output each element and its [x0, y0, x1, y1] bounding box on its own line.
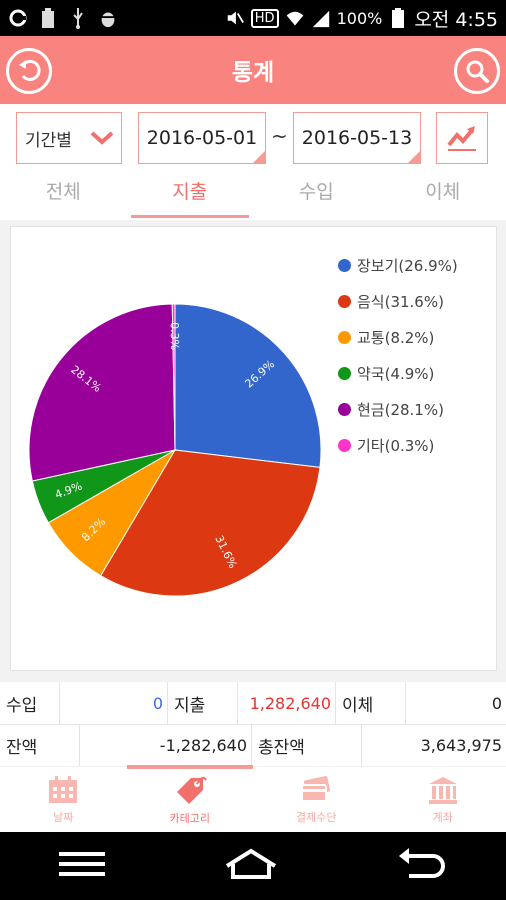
back-system-icon: [399, 848, 445, 878]
line-chart-icon: [447, 126, 476, 151]
legend-item-2: 교통(8.2%): [338, 319, 458, 355]
nav-payment[interactable]: 결제수단: [253, 767, 380, 832]
pie-slice-4[interactable]: [28, 303, 176, 482]
legend-item-1: 음식(31.6%): [338, 283, 458, 319]
calendar-icon: [49, 775, 78, 803]
transfer-label: 이체: [336, 682, 406, 724]
corner-marker: [408, 151, 420, 163]
back-button[interactable]: [6, 48, 52, 94]
tab-income[interactable]: 수입: [298, 181, 334, 203]
balance-label: 잔액: [0, 725, 80, 766]
corner-marker: [253, 151, 265, 163]
legend-label: 기타(0.3%): [357, 436, 435, 455]
notification-g-icon: [8, 7, 28, 29]
search-icon: [466, 60, 489, 83]
date-separator: ~: [271, 124, 288, 148]
app-bar: 통계: [0, 36, 506, 104]
date-to-field[interactable]: 2016-05-13: [293, 112, 421, 164]
nav-category[interactable]: 카테고리: [126, 765, 254, 832]
tag-icon: [176, 776, 207, 804]
search-button[interactable]: [454, 48, 500, 94]
summary-row: 잔액 -1,282,640 총잔액 3,643,975: [0, 724, 506, 766]
total-balance-label: 총잔액: [252, 725, 362, 766]
page-title: 통계: [231, 60, 275, 86]
income-value: 0: [60, 682, 168, 724]
pie-chart: 26.9%31.6%8.2%4.9%28.1%0.3%: [28, 303, 322, 597]
home-button[interactable]: [223, 848, 279, 884]
nav-payment-label: 결제수단: [296, 810, 337, 824]
menu-button[interactable]: [59, 851, 105, 881]
legend-item-3: 약국(4.9%): [338, 355, 458, 391]
summary-panel: 수입 0 지출 1,282,640 이체 0 잔액 -1,282,640 총잔액…: [0, 682, 506, 766]
transfer-value: 0: [491, 693, 502, 713]
period-label: 기간별: [25, 130, 72, 151]
system-navigation-bar: [0, 832, 506, 900]
status-bar: HD 100% 오전 4:55: [0, 0, 506, 36]
chart-legend: 장보기(26.9%) 음식(31.6%) 교통(8.2%) 약국(4.9%) 현금(28…: [338, 247, 458, 463]
pie-slice-0[interactable]: [174, 303, 322, 468]
nav-account[interactable]: 계좌: [380, 767, 506, 832]
category-tabs: 전체 지출 수입 이체: [0, 168, 506, 220]
back-arrow-icon: [19, 59, 41, 81]
hd-badge: HD: [250, 8, 279, 28]
legend-swatch: [338, 438, 351, 452]
filter-bar: 기간별 2016-05-01 ~ 2016-05-13: [0, 104, 506, 168]
legend-label: 음식(31.6%): [357, 292, 444, 311]
battery-percent: 100%: [336, 8, 383, 28]
chart-toggle-button[interactable]: [436, 112, 488, 164]
pie-chart-card: 26.9% 31.6% 8.2% 4.9% 28.1% 0.3% 장보기(26.9%) 음식…: [10, 226, 497, 671]
tab-transfer[interactable]: 이체: [425, 181, 461, 203]
home-icon: [225, 848, 277, 879]
nav-date[interactable]: 날짜: [0, 767, 127, 832]
pie-slice-1[interactable]: [99, 449, 321, 597]
legend-item-0: 장보기(26.9%): [338, 247, 458, 283]
pie-slice-5[interactable]: [171, 303, 176, 451]
back-system-button[interactable]: [397, 848, 447, 884]
legend-label: 장보기(26.9%): [357, 256, 458, 275]
income-label: 수입: [0, 682, 60, 724]
signal-icon: [311, 7, 331, 29]
legend-item-5: 기타(0.3%): [338, 427, 458, 463]
total-balance-value: 3,643,975: [420, 736, 502, 755]
legend-label: 교통(8.2%): [357, 328, 435, 347]
legend-label: 현금(28.1%): [357, 400, 444, 419]
pie-data-label-5: 0.3%: [168, 322, 181, 350]
date-to-value: 2016-05-13: [301, 127, 413, 149]
bank-icon: [428, 776, 457, 804]
android-debug-icon: [98, 7, 118, 29]
date-from-field[interactable]: 2016-05-01: [138, 112, 266, 164]
clock: 오전 4:55: [414, 8, 498, 31]
legend-item-4: 현금(28.1%): [338, 391, 458, 427]
date-from-value: 2016-05-01: [146, 127, 258, 149]
battery-small-icon: [38, 7, 58, 29]
tab-all[interactable]: 전체: [45, 181, 81, 203]
nav-date-label: 날짜: [53, 810, 74, 824]
expense-label: 지출: [168, 682, 238, 724]
chevron-down-icon: [90, 131, 114, 145]
usb-icon: [68, 7, 88, 29]
menu-icon: [59, 852, 105, 876]
summary-row: 수입 0 지출 1,282,640 이체 0: [0, 682, 506, 724]
legend-label: 약국(4.9%): [357, 364, 435, 383]
mute-icon: [225, 7, 245, 29]
balance-value: -1,282,640: [80, 725, 252, 766]
period-dropdown[interactable]: 기간별: [16, 112, 122, 164]
bottom-navigation: 날짜 카테고리 결제수단 계좌: [0, 765, 506, 832]
nav-account-label: 계좌: [432, 810, 453, 824]
legend-swatch: [338, 258, 351, 272]
wifi-icon: [285, 7, 305, 29]
legend-swatch: [338, 402, 351, 416]
legend-swatch: [338, 366, 351, 380]
nav-category-label: 카테고리: [169, 811, 210, 825]
legend-swatch: [338, 294, 351, 308]
battery-icon: [388, 7, 408, 29]
legend-swatch: [338, 330, 351, 344]
tab-expense[interactable]: 지출: [127, 168, 254, 220]
card-icon: [301, 775, 331, 802]
expense-value: 1,282,640: [238, 682, 336, 724]
